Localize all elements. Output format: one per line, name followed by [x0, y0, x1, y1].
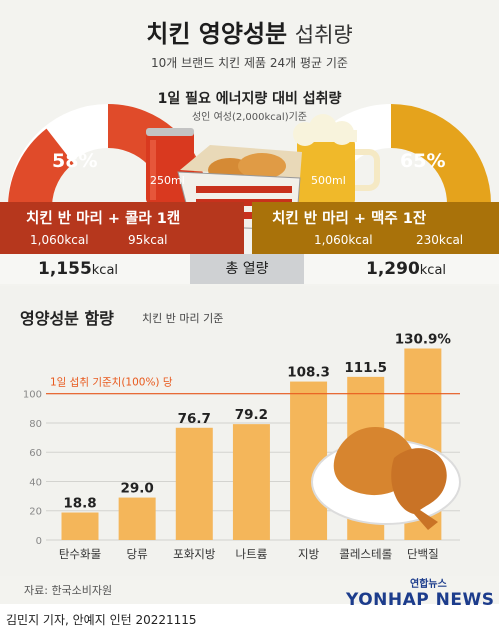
cola-combo-band: 치킨 반 마리 + 콜라 1캔 1,060kcal 95kcal [0, 202, 244, 254]
beer-mug-icon [293, 114, 380, 204]
page-title: 치킨 영양성분 섭취량 [0, 14, 499, 49]
category-label: 콜레스테롤 [339, 547, 392, 561]
beer-total-unit: kcal [419, 263, 447, 278]
category-label: 포화지방 [173, 547, 216, 561]
bar-value-label: 18.8 [63, 495, 96, 511]
energy-section-title: 1일 필요 에너지량 대비 섭취량 [157, 91, 342, 107]
category-label: 단백질 [407, 547, 439, 561]
bar-value-label: 108.3 [287, 365, 330, 381]
nutrition-bar-chart: 0 20 40 60 80 100 18.8 탄수화물 29.0 당류 76.7 포화지방 79.2 나트… [23, 331, 461, 561]
chart-title: 영양성분 함량 [20, 309, 114, 328]
category-label: 나트륨 [236, 547, 268, 561]
chicken-leg-icon [391, 448, 447, 530]
beer-combo-label: 치킨 반 마리 + 맥주 1잔 [272, 211, 427, 227]
cola-total-kcal: 1,155kcal [38, 259, 118, 279]
bar-value-label: 79.2 [235, 407, 268, 423]
bar [118, 497, 156, 540]
energy-section-note: 성인 여성(2,000kcal)기준 [191, 112, 307, 123]
beer-total-number: 1,290 [366, 259, 420, 279]
cola-total-unit: kcal [91, 263, 119, 278]
category-label: 탄수화물 [59, 547, 101, 561]
yonhap-logo: 연합뉴스 YONHAP NEWS [322, 575, 494, 610]
y-tick-label: 100 [23, 390, 42, 401]
credit-bar [0, 604, 499, 633]
beer-drink-kcal: 230kcal [416, 233, 464, 247]
cola-food-kcal: 1,060kcal [30, 233, 89, 247]
bar-value-label: 29.0 [120, 481, 153, 497]
bar-value-label: 130.9% [395, 331, 452, 347]
reference-line-label: 1일 섭취 기준치(100%) 당 [50, 376, 173, 389]
beer-combo-band: 치킨 반 마리 + 맥주 1잔 1,060kcal 230kcal [252, 202, 499, 254]
title-bold: 치킨 영양성분 [146, 20, 288, 48]
cola-drink-kcal: 95kcal [128, 233, 168, 247]
credit-line: 김민지 기자, 안예지 인턴 20221115 [6, 613, 197, 627]
source-note: 자료: 한국소비자원 [24, 584, 113, 597]
y-tick-label: 60 [29, 448, 42, 459]
cola-percent: 58% [52, 150, 98, 172]
cola-volume: 250ml [150, 174, 185, 187]
beer-total-kcal: 1,290kcal [366, 259, 446, 279]
logo-small-text: 연합뉴스 [410, 579, 447, 590]
energy-illustration [8, 104, 491, 231]
bar [61, 512, 99, 540]
bar-value-label: 111.5 [344, 360, 387, 376]
beer-percent: 65% [400, 150, 446, 172]
bar [232, 424, 270, 540]
page-subtitle: 10개 브랜드 치킨 제품 24개 평균 기준 [151, 56, 348, 70]
category-label: 당류 [127, 547, 148, 561]
chart-subtitle: 치킨 반 마리 기준 [142, 312, 224, 325]
logo-big-text: YONHAP NEWS [346, 590, 495, 610]
category-label: 지방 [298, 547, 320, 561]
y-tick-label: 80 [29, 419, 42, 430]
y-tick-label: 20 [29, 507, 42, 518]
total-calories-label: 총 열량 [190, 254, 304, 284]
bar [175, 427, 213, 540]
title-light: 섭취량 [294, 23, 353, 47]
bar-value-label: 76.7 [178, 411, 211, 427]
y-tick-label: 0 [36, 536, 42, 547]
beer-food-kcal: 1,060kcal [314, 233, 373, 247]
cola-combo-label: 치킨 반 마리 + 콜라 1캔 [26, 211, 181, 227]
y-tick-label: 40 [29, 477, 42, 488]
cola-total-number: 1,155 [38, 259, 92, 279]
beer-volume: 500ml [311, 174, 346, 187]
